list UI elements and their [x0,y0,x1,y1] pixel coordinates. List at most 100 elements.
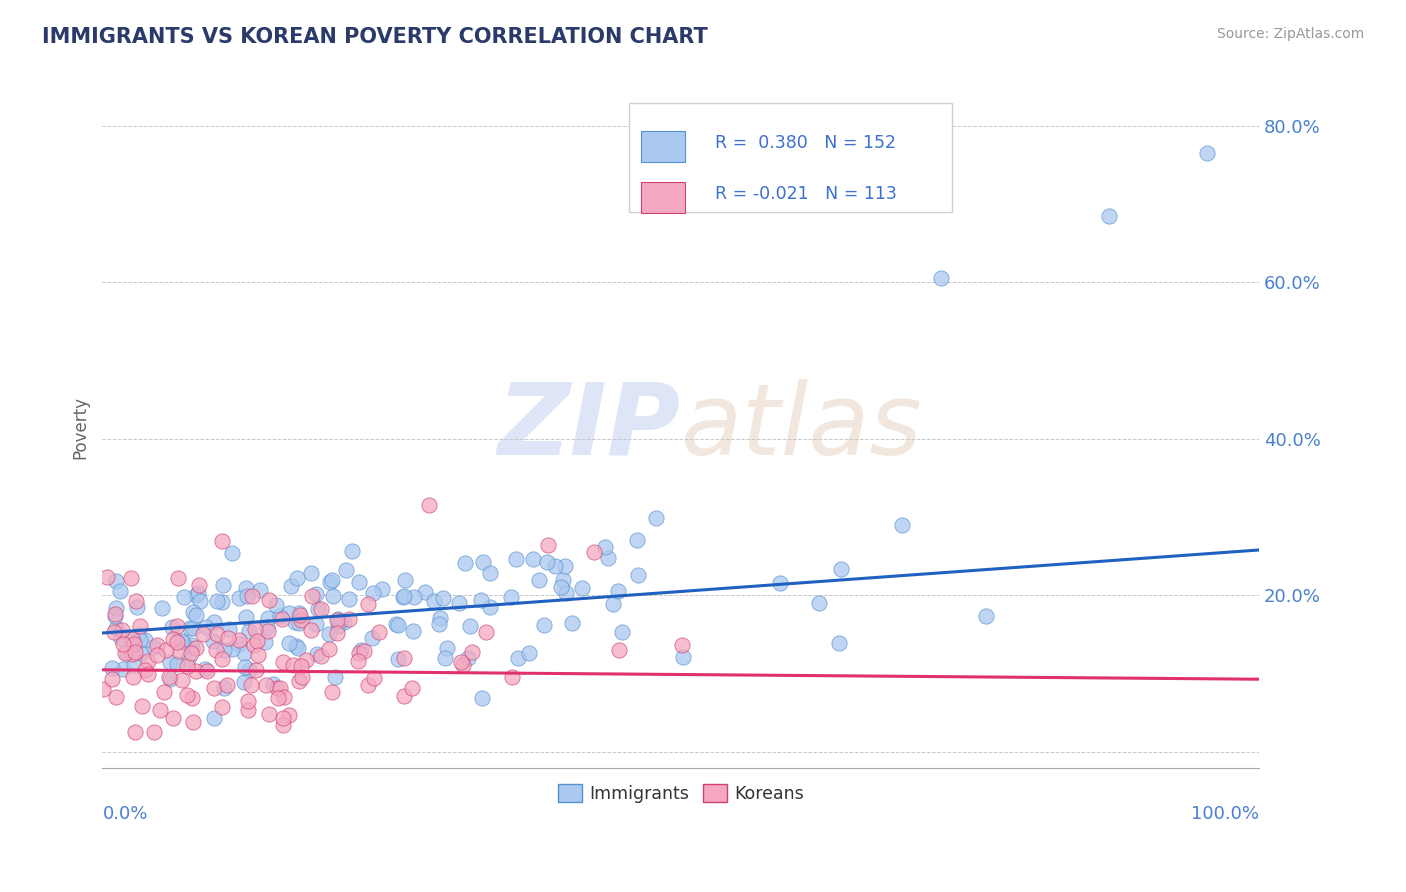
Point [357,598,380,612]
Point [205,643,228,657]
Point [561,616,583,631]
Point [148,703,170,717]
Point [281,657,304,672]
Point [929,271,952,285]
Point [134,632,156,647]
Point [105,600,128,615]
Point [121,632,143,646]
Point [180,646,202,660]
Point [181,690,204,705]
Point [627,568,650,582]
Point [299,566,322,581]
Point [571,581,593,595]
Point [202,615,225,629]
Point [240,678,263,692]
Point [170,634,193,648]
Point [266,681,288,695]
Point [671,638,693,652]
Point [128,618,150,632]
Point [111,624,134,638]
Point [385,617,408,632]
Point [243,622,266,636]
Point [194,620,217,634]
Point [284,615,307,629]
Point [146,638,169,652]
Point [120,571,142,585]
Point [392,651,415,665]
Point [202,681,225,695]
Point [304,616,326,631]
Point [167,571,190,585]
Text: ZIP: ZIP [498,378,681,475]
Point [392,590,415,604]
Point [626,533,648,547]
Point [392,689,415,703]
Point [177,652,200,666]
Point [418,499,440,513]
Point [451,658,474,673]
Point [305,587,328,601]
Point [221,545,243,559]
Point [436,641,458,656]
Point [318,642,340,657]
Point [238,663,260,677]
Point [301,589,323,603]
Point [103,624,125,639]
Point [554,586,576,600]
Point [179,621,201,635]
Point [207,627,229,641]
Point [329,614,352,628]
Point [501,590,523,604]
Point [976,609,998,624]
Point [551,573,574,587]
Point [249,582,271,597]
Point [186,588,208,602]
Point [433,651,456,665]
Point [235,660,257,674]
Point [387,652,409,666]
Legend: Immigrants, Koreans: Immigrants, Koreans [551,778,811,810]
Point [285,640,308,654]
Point [299,623,322,637]
Point [290,613,312,627]
Point [264,598,287,612]
Text: R =  0.380   N = 152: R = 0.380 N = 152 [716,134,897,152]
Point [212,681,235,695]
Point [394,573,416,587]
Point [257,611,280,625]
Point [347,575,370,590]
Point [121,670,143,684]
Point [253,634,276,648]
Point [235,610,257,624]
Point [339,612,361,626]
Point [217,678,239,692]
Point [537,537,560,551]
Point [110,631,132,645]
Point [124,645,146,659]
Point [387,618,409,632]
Point [96,570,118,584]
Point [478,566,501,581]
Point [238,624,260,638]
Point [181,714,204,729]
Point [288,606,311,620]
Point [242,638,264,652]
Point [114,646,136,660]
Point [404,590,426,604]
Point [159,655,181,669]
Point [454,557,477,571]
Point [429,611,451,625]
Point [254,678,277,692]
Point [326,612,349,626]
Point [474,624,496,639]
Point [890,518,912,533]
Point [402,624,425,639]
Point [371,582,394,596]
Point [201,634,224,648]
Point [131,646,153,660]
Point [644,511,666,525]
Point [211,595,233,609]
Point [363,671,385,685]
Point [287,640,309,655]
Point [350,642,373,657]
